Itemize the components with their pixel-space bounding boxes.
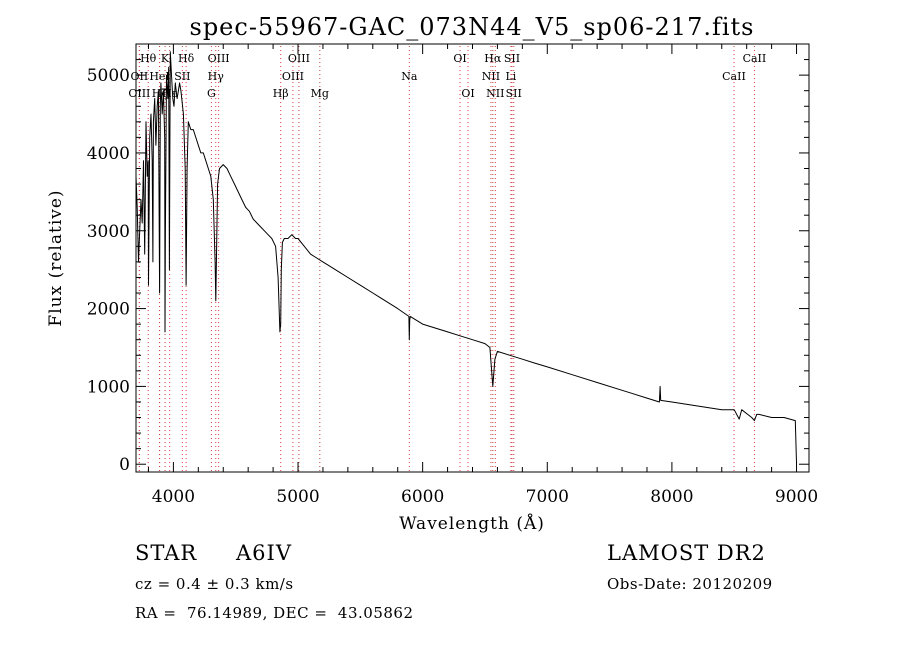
- x-tick-label: 9000: [775, 487, 818, 507]
- spectral-line-label: NII: [482, 70, 500, 83]
- object-subclass: A6IV: [236, 541, 292, 565]
- spectral-line-label: Hα: [484, 52, 502, 65]
- spectral-line-label: OI: [453, 52, 466, 65]
- survey-name: LAMOST DR2: [607, 541, 766, 565]
- spectral-line-label: CaII: [743, 52, 767, 65]
- coordinates-text: RA = 76.14989, DEC = 43.05862: [135, 604, 414, 622]
- y-tick-label: 0: [119, 455, 130, 475]
- plot-frame: [135, 43, 810, 473]
- spectral-line-label: SII: [506, 87, 522, 100]
- spectral-line-label: Li: [505, 70, 516, 83]
- y-tick-label: 5000: [87, 66, 130, 86]
- spectral-line-label: SII: [174, 70, 190, 83]
- spectral-line-markers: [138, 46, 755, 472]
- observation-date: Obs-Date: 20120209: [607, 575, 773, 593]
- x-tick-label: 8000: [650, 487, 693, 507]
- spectral-line-label: OIII: [208, 52, 230, 65]
- spectral-line-label: G: [207, 87, 216, 100]
- spectral-line-label: OIII: [288, 52, 310, 65]
- spectrum-series-line: [135, 51, 797, 463]
- spectral-line-label: Na: [401, 70, 418, 83]
- x-tick-label: 4000: [152, 487, 195, 507]
- series-layer: [135, 51, 797, 463]
- spectral-line-label: OIII: [128, 87, 150, 100]
- redshift-text: cz = 0.4 ± 0.3 km/s: [135, 575, 294, 593]
- spectral-line-label: NII: [486, 87, 504, 100]
- y-tick-label: 1000: [87, 377, 130, 397]
- spectral-line-label: K: [161, 52, 170, 65]
- spectral-line-label: SII: [504, 52, 520, 65]
- spectral-line-label: OIII: [282, 70, 304, 83]
- spectral-line-label: HeI: [149, 70, 169, 83]
- y-tick-label: 4000: [87, 144, 130, 164]
- spectral-line-label: OI: [461, 87, 474, 100]
- spectral-line-label: Hδ: [178, 52, 195, 65]
- x-tick-label: 5000: [276, 487, 319, 507]
- spectral-line-label: Hθ: [140, 52, 157, 65]
- spectral-line-label: CaII: [722, 70, 746, 83]
- y-tick-label: 2000: [87, 300, 130, 320]
- spectral-line-label: Mg: [311, 87, 329, 100]
- y-tick-label: 3000: [87, 222, 130, 242]
- spectral-line-label: Hγ: [208, 70, 225, 83]
- object-class: STAR: [135, 541, 198, 565]
- x-tick-label: 6000: [401, 487, 444, 507]
- axis-ticks: 4000 5000 6000 7000 8000 9000 0 1000 2000 3000 400…: [87, 44, 818, 507]
- spectral-line-label: OII: [131, 70, 149, 83]
- x-axis-label: Wavelength (Å): [399, 513, 545, 534]
- chart-title: spec-55967-GAC_073N44_V5_sp06-217.fits: [190, 13, 755, 41]
- y-axis-label: Flux (relative): [46, 189, 66, 326]
- x-tick-label: 7000: [526, 487, 569, 507]
- spectral-line-label: Hβ: [273, 87, 289, 100]
